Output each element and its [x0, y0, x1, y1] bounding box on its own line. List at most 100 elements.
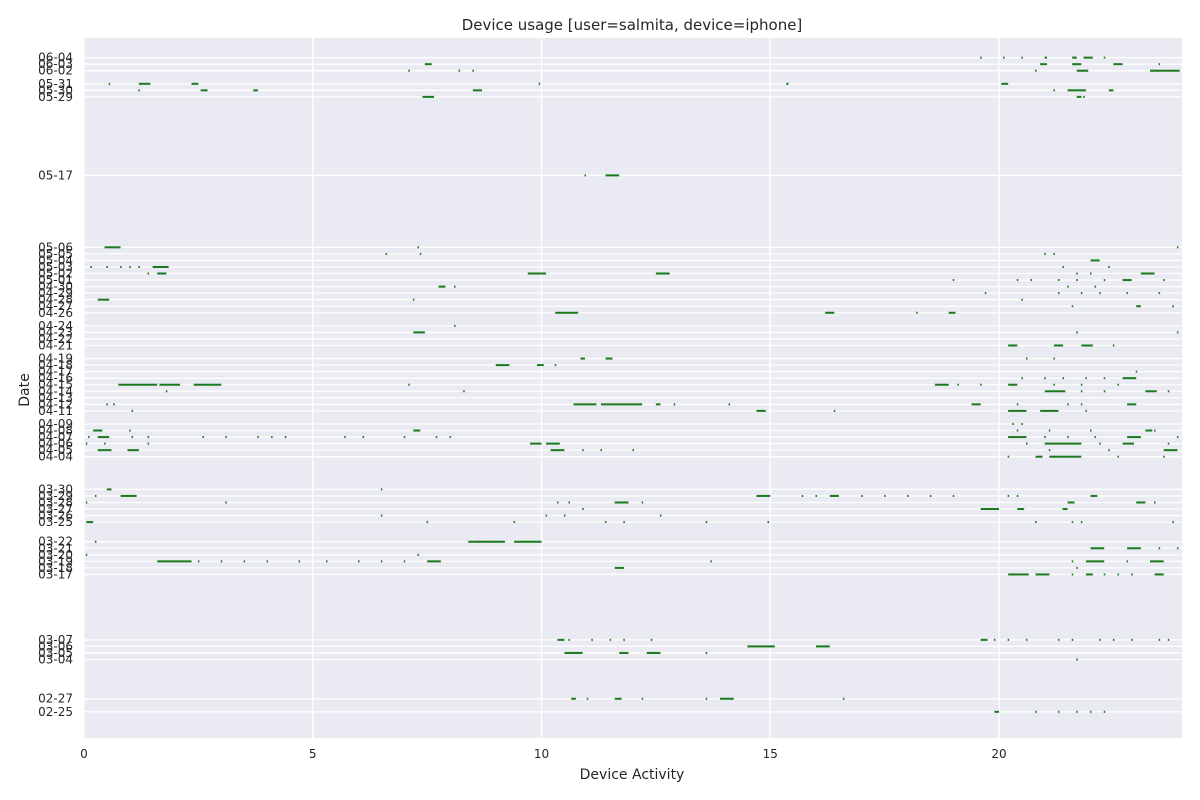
usage-event-mark — [197, 560, 200, 563]
usage-event-mark — [1021, 422, 1023, 425]
usage-event-mark — [88, 436, 90, 439]
usage-session-bar — [1136, 501, 1146, 504]
usage-event-mark — [623, 638, 625, 641]
usage-event-mark — [1057, 638, 1060, 641]
usage-event-mark — [1080, 390, 1083, 393]
usage-session-bar — [546, 442, 560, 445]
usage-event-mark — [1076, 710, 1078, 713]
y-tick-label: 04-16 — [38, 371, 73, 385]
usage-session-bar — [1072, 63, 1082, 66]
usage-session-bar — [1122, 377, 1137, 380]
usage-session-bar — [413, 331, 425, 334]
usage-event-mark — [623, 521, 625, 524]
usage-session-bar — [573, 403, 597, 406]
usage-session-bar — [614, 566, 624, 569]
usage-event-mark — [1126, 292, 1129, 295]
usage-event-mark — [380, 560, 383, 563]
usage-event-mark — [1021, 377, 1023, 380]
y-tick-label: 03-26 — [38, 509, 73, 523]
usage-event-mark — [673, 403, 676, 406]
usage-event-mark — [705, 697, 708, 700]
usage-session-bar — [120, 494, 137, 497]
usage-session-bar — [786, 82, 789, 85]
usage-marks — [85, 56, 1180, 713]
usage-event-mark — [1035, 710, 1037, 713]
usage-session-bar — [424, 63, 432, 66]
usage-event-mark — [1163, 455, 1165, 458]
usage-event-mark — [1099, 442, 1101, 445]
y-tick-label: 04-24 — [38, 319, 73, 333]
usage-event-mark — [138, 89, 140, 92]
usage-session-bar — [1154, 573, 1164, 576]
usage-session-bar — [1001, 82, 1009, 85]
y-tick-label: 04-22 — [38, 332, 73, 346]
y-tick-label: 03-22 — [38, 535, 73, 549]
usage-event-mark — [417, 246, 419, 249]
y-tick-label: 04-05 — [38, 443, 73, 457]
usage-session-bar — [1108, 89, 1114, 92]
y-tick-label: 04-12 — [38, 397, 73, 411]
y-tick-label: 05-03 — [38, 260, 73, 274]
usage-session-bar — [1017, 508, 1025, 511]
x-tick-label: 10 — [534, 747, 549, 761]
usage-event-mark — [380, 488, 383, 491]
usage-session-bar — [1145, 390, 1157, 393]
usage-session-bar — [1040, 409, 1059, 412]
usage-event-mark — [952, 279, 955, 282]
usage-event-mark — [1062, 377, 1065, 380]
usage-session-bar — [1085, 560, 1105, 563]
usage-event-mark — [472, 69, 474, 72]
usage-session-bar — [427, 560, 441, 563]
usage-session-bar — [614, 501, 629, 504]
y-tick-label: 04-23 — [38, 325, 73, 339]
usage-event-mark — [131, 436, 134, 439]
usage-event-mark — [1080, 383, 1083, 386]
usage-session-bar — [934, 383, 949, 386]
usage-event-mark — [1103, 377, 1106, 380]
usage-event-mark — [1012, 422, 1014, 425]
usage-session-bar — [438, 285, 446, 288]
usage-event-mark — [609, 638, 612, 641]
y-tick-label: 04-11 — [38, 404, 73, 418]
y-tick-label: 03-20 — [38, 548, 73, 562]
usage-event-mark — [1057, 292, 1060, 295]
usage-event-mark — [1071, 573, 1074, 576]
usage-event-mark — [1154, 501, 1156, 504]
usage-session-bar — [193, 383, 215, 386]
usage-event-mark — [728, 403, 731, 406]
usage-event-mark — [980, 56, 982, 59]
usage-event-mark — [1167, 442, 1170, 445]
usage-event-mark — [1016, 403, 1019, 406]
usage-event-mark — [907, 494, 909, 497]
usage-event-mark — [545, 514, 548, 517]
usage-session-bar — [1008, 409, 1027, 412]
usage-event-mark — [1103, 56, 1106, 59]
usage-session-bar — [605, 357, 613, 360]
y-tick-label: 03-21 — [38, 541, 73, 555]
usage-event-mark — [1044, 377, 1046, 380]
x-tick-label: 5 — [309, 747, 317, 761]
usage-event-mark — [600, 449, 602, 452]
usage-event-mark — [271, 436, 273, 439]
usage-event-mark — [403, 436, 406, 439]
usage-event-mark — [1016, 494, 1019, 497]
usage-session-bar — [825, 311, 835, 314]
x-tick-label: 20 — [991, 747, 1006, 761]
usage-session-bar — [106, 488, 112, 491]
usage-event-mark — [419, 252, 422, 255]
usage-event-mark — [362, 436, 365, 439]
usage-session-bar — [1090, 494, 1098, 497]
usage-event-mark — [1103, 710, 1106, 713]
usage-event-mark — [243, 560, 246, 563]
usage-session-bar — [530, 442, 542, 445]
usage-session-bar — [1049, 455, 1082, 458]
y-tick-label: 04-26 — [38, 306, 73, 320]
usage-event-mark — [1126, 560, 1129, 563]
usage-event-mark — [120, 265, 122, 268]
usage-event-mark — [705, 651, 708, 654]
usage-event-mark — [1090, 272, 1092, 275]
usage-session-bar — [557, 638, 565, 641]
usage-event-mark — [582, 449, 584, 452]
usage-session-bar — [1149, 560, 1164, 563]
usage-session-bar — [1085, 573, 1093, 576]
